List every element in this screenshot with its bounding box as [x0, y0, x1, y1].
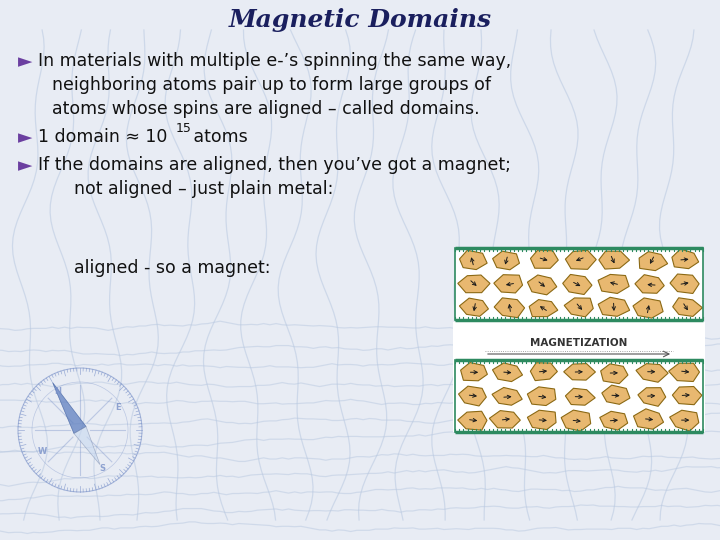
Text: atoms: atoms: [188, 128, 248, 146]
Polygon shape: [461, 362, 487, 381]
Polygon shape: [459, 386, 486, 406]
Polygon shape: [670, 410, 699, 431]
Polygon shape: [459, 298, 488, 316]
Text: Magnetic Domains: Magnetic Domains: [228, 8, 492, 32]
Polygon shape: [458, 275, 490, 293]
Polygon shape: [672, 298, 703, 316]
Text: ►: ►: [18, 52, 32, 71]
Text: ►: ►: [18, 156, 32, 175]
Polygon shape: [492, 251, 519, 270]
Polygon shape: [492, 363, 523, 382]
Polygon shape: [599, 251, 629, 269]
Polygon shape: [531, 363, 557, 381]
Polygon shape: [672, 249, 698, 268]
Polygon shape: [635, 275, 665, 293]
Polygon shape: [494, 275, 523, 293]
Polygon shape: [561, 410, 590, 431]
Polygon shape: [602, 385, 630, 404]
Polygon shape: [672, 387, 702, 404]
Polygon shape: [528, 275, 557, 295]
Polygon shape: [564, 363, 595, 380]
Text: not aligned – just plain metal:: not aligned – just plain metal:: [52, 180, 333, 198]
Polygon shape: [492, 388, 522, 405]
Polygon shape: [565, 250, 596, 269]
Polygon shape: [74, 427, 100, 464]
Text: N: N: [55, 387, 61, 396]
Text: MAGNETIZATION: MAGNETIZATION: [531, 338, 628, 348]
Polygon shape: [53, 382, 86, 434]
Text: atoms whose spins are aligned – called domains.: atoms whose spins are aligned – called d…: [52, 100, 480, 118]
Polygon shape: [636, 363, 668, 382]
Polygon shape: [669, 363, 699, 381]
Polygon shape: [531, 250, 558, 268]
Polygon shape: [598, 298, 630, 316]
Text: ►: ►: [18, 128, 32, 147]
Text: S: S: [99, 464, 105, 472]
Text: 15: 15: [176, 122, 192, 135]
Polygon shape: [527, 410, 556, 429]
Text: If the domains are aligned, then you’ve got a magnet;: If the domains are aligned, then you’ve …: [38, 156, 511, 174]
Text: aligned - so a magnet:: aligned - so a magnet:: [52, 259, 271, 277]
Polygon shape: [564, 298, 593, 317]
Polygon shape: [638, 388, 666, 406]
Polygon shape: [565, 388, 595, 405]
Polygon shape: [490, 410, 521, 428]
Polygon shape: [600, 411, 628, 430]
Bar: [453, 322, 705, 432]
Text: In materials with multiple e-’s spinning the same way,: In materials with multiple e-’s spinning…: [38, 52, 511, 70]
Polygon shape: [459, 250, 487, 269]
Bar: [455, 360, 703, 432]
Text: 1 domain ≈ 10: 1 domain ≈ 10: [38, 128, 167, 146]
Polygon shape: [633, 298, 663, 318]
Polygon shape: [527, 387, 556, 406]
Polygon shape: [563, 274, 592, 294]
Polygon shape: [670, 274, 699, 293]
Polygon shape: [634, 409, 664, 429]
Text: W: W: [37, 448, 47, 456]
Bar: [455, 248, 703, 320]
Text: E: E: [115, 403, 121, 413]
Polygon shape: [494, 298, 525, 318]
Polygon shape: [529, 300, 558, 316]
Polygon shape: [639, 252, 667, 271]
Polygon shape: [458, 411, 487, 430]
Bar: [0, 0, 720, 48]
Text: neighboring atoms pair up to form large groups of: neighboring atoms pair up to form large …: [52, 76, 491, 94]
Polygon shape: [598, 274, 629, 293]
Polygon shape: [600, 364, 628, 383]
